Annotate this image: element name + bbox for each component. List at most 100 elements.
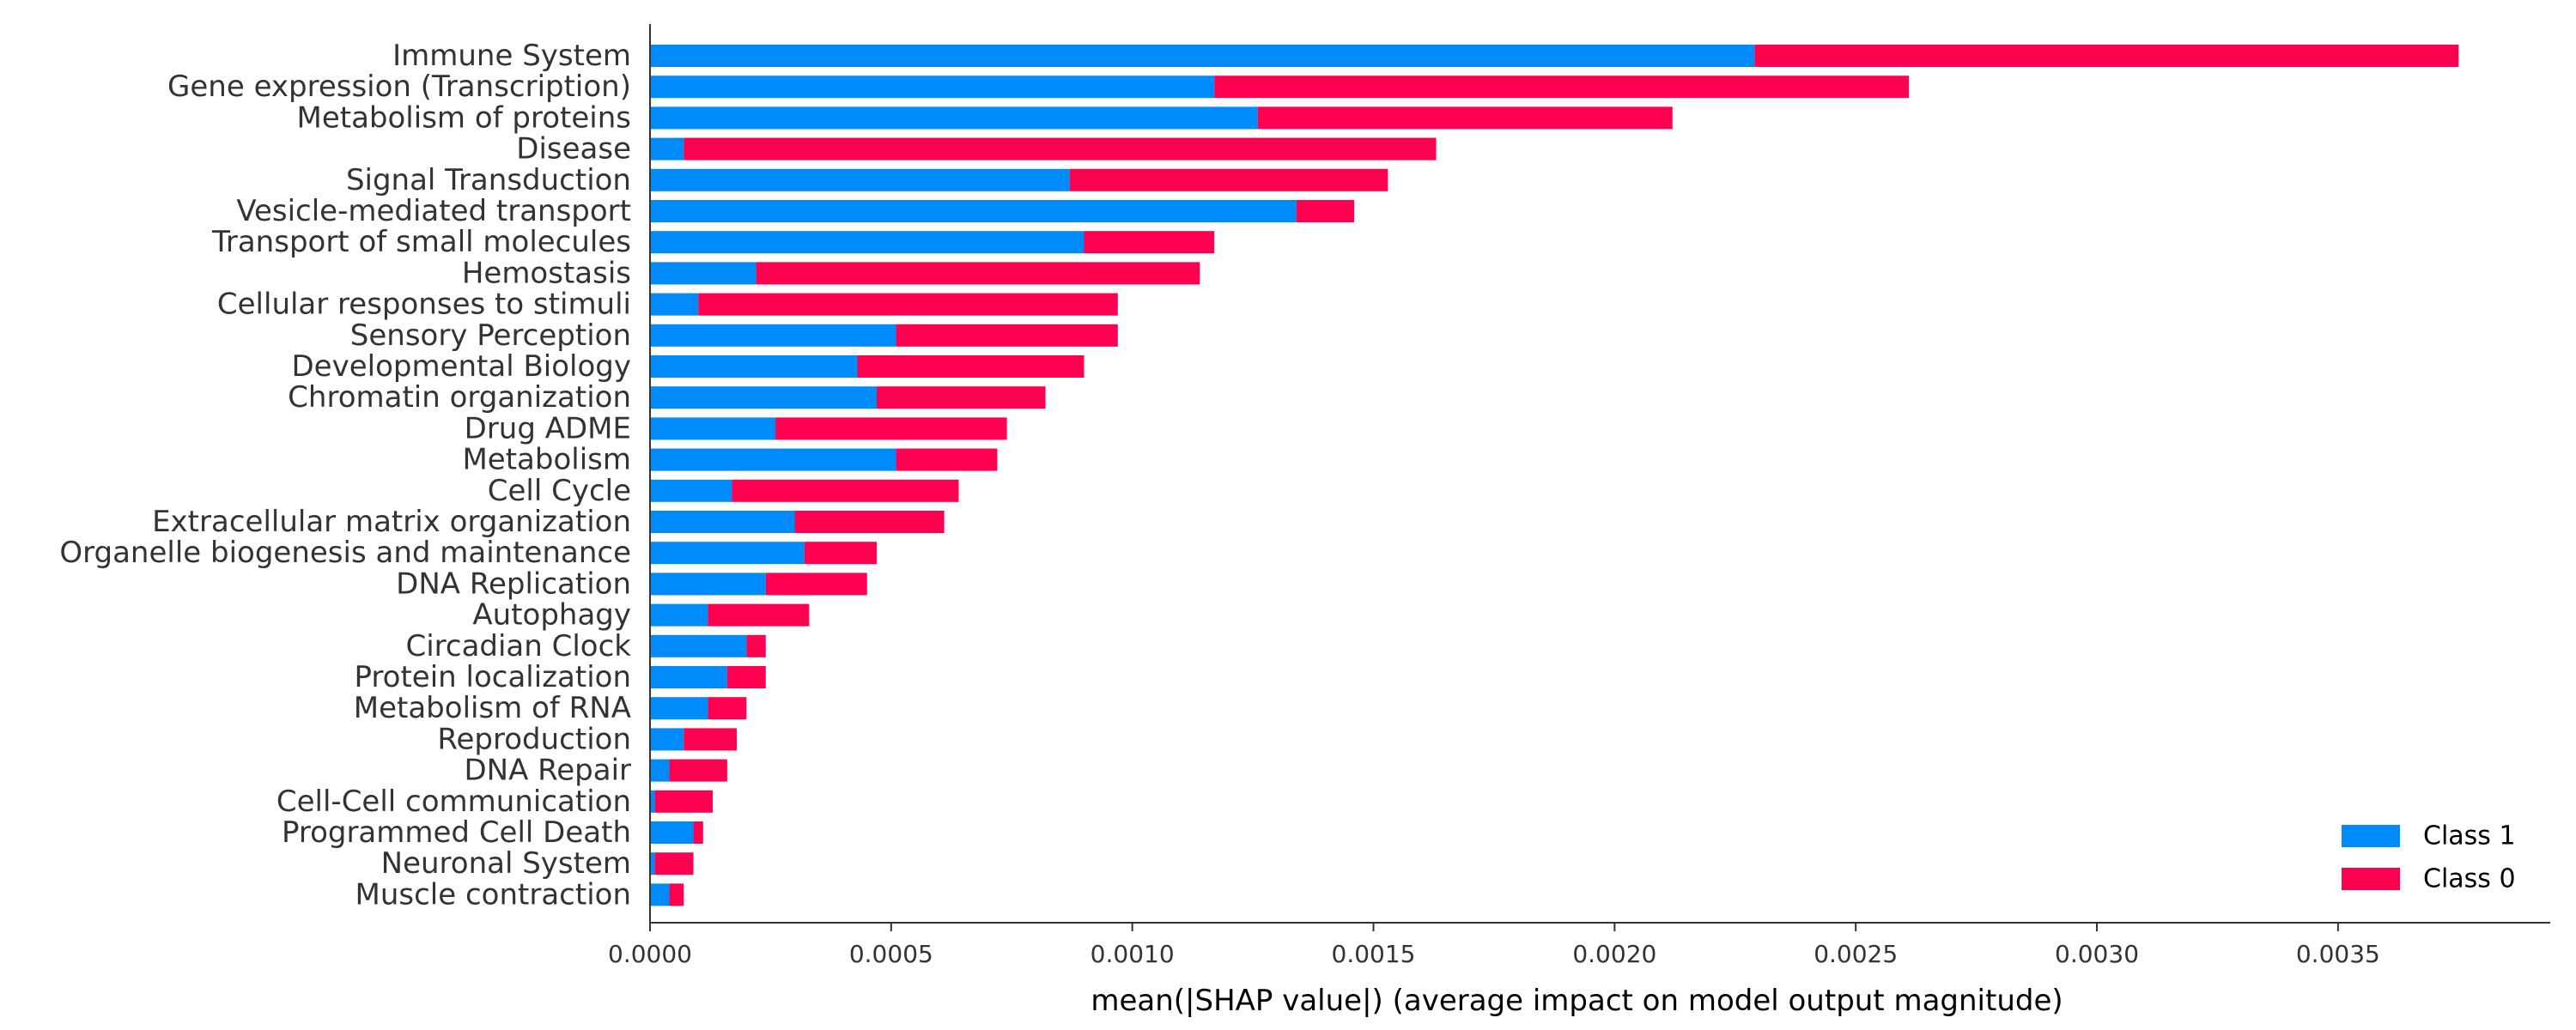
- category-label: Muscle contraction: [355, 877, 631, 912]
- x-tick-label: 0.0005: [849, 940, 933, 968]
- category-label: Drug ADME: [465, 411, 631, 445]
- legend: Class 1 Class 0: [2342, 821, 2516, 894]
- category-label: Hemostasis: [462, 256, 631, 290]
- bar-developmental-biology-class-1: [650, 355, 858, 378]
- bar-signal-transduction-class-1: [650, 168, 1070, 191]
- bar-vesicle-mediated-transport-class-0: [1296, 200, 1355, 222]
- bar-signal-transduction-class-0: [1069, 168, 1388, 191]
- bar-dna-repair-class-0: [669, 759, 727, 782]
- bar-extracellular-matrix-organization-class-1: [650, 511, 795, 533]
- bar-hemostasis-class-0: [756, 262, 1200, 285]
- bar-immune-system-class-0: [1754, 45, 2459, 67]
- category-label: Neuronal System: [381, 846, 631, 881]
- bar-developmental-biology-class-0: [857, 355, 1084, 378]
- category-label: Cell Cycle: [488, 474, 631, 508]
- category-label: Metabolism: [462, 443, 631, 477]
- bar-metabolism-of-rna-class-1: [650, 697, 708, 720]
- bar-cell-cycle-class-1: [650, 479, 732, 502]
- x-tick-label: 0.0030: [2055, 940, 2139, 968]
- bar-drug-adme-class-1: [650, 417, 776, 440]
- bar-metabolism-class-0: [896, 448, 998, 471]
- bar-cell-cell-communication-class-0: [654, 790, 714, 813]
- bar-hemostasis-class-1: [650, 262, 756, 285]
- bar-neuronal-system-class-1: [650, 852, 655, 876]
- category-label: Vesicle-mediated transport: [236, 194, 631, 228]
- category-label: Cell-Cell communication: [276, 785, 631, 819]
- category-label: Developmental Biology: [292, 349, 632, 384]
- x-tick-label: 0.0015: [1332, 940, 1416, 968]
- bar-organelle-biogenesis-and-maintenance-class-0: [804, 542, 877, 565]
- bar-metabolism-of-proteins-class-1: [650, 106, 1258, 130]
- bar-protein-localization-class-1: [650, 666, 727, 688]
- bar-muscle-contraction-class-1: [650, 883, 670, 906]
- bar-immune-system-class-1: [650, 45, 1755, 67]
- category-label: Cellular responses to stimuli: [217, 288, 631, 322]
- bar-reproduction-class-0: [683, 728, 738, 751]
- bars-layer: [650, 45, 2459, 906]
- category-label: Circadian Clock: [405, 629, 631, 663]
- legend-swatch-class-1: [2342, 825, 2400, 847]
- bar-cell-cell-communication-class-1: [650, 790, 655, 813]
- bar-dna-replication-class-0: [765, 573, 867, 596]
- bar-metabolism-class-1: [650, 448, 896, 471]
- bar-programmed-cell-death-class-1: [650, 821, 694, 844]
- category-label: DNA Repair: [464, 754, 631, 788]
- category-label: Disease: [516, 132, 631, 167]
- bar-gene-expression-transcription-class-1: [650, 76, 1215, 99]
- bar-muscle-contraction-class-0: [669, 883, 684, 906]
- x-tick-label: 0.0010: [1091, 940, 1175, 968]
- bar-gene-expression-transcription-class-0: [1214, 76, 1909, 99]
- bar-cell-cycle-class-0: [732, 479, 959, 502]
- bar-transport-of-small-molecules-class-1: [650, 231, 1084, 254]
- category-label: Reproduction: [437, 722, 631, 756]
- bar-organelle-biogenesis-and-maintenance-class-1: [650, 542, 805, 565]
- legend-swatch-class-0: [2342, 868, 2400, 890]
- bar-dna-repair-class-1: [650, 759, 670, 782]
- x-tick-label: 0.0035: [2296, 940, 2380, 968]
- bar-drug-adme-class-0: [775, 417, 1007, 440]
- legend-label-class-0: Class 0: [2423, 864, 2516, 894]
- bar-autophagy-class-0: [708, 603, 810, 627]
- bar-circadian-clock-class-0: [746, 634, 766, 657]
- bar-circadian-clock-class-1: [650, 634, 747, 657]
- bar-extracellular-matrix-organization-class-0: [794, 511, 945, 533]
- x-ticks-layer: 0.0000 0.0005 0.0010 0.0015 0.0020 0.0025 0.00…: [608, 923, 2380, 968]
- x-tick-label: 0.0000: [608, 940, 692, 968]
- bar-chromatin-organization-class-0: [876, 386, 1046, 409]
- bar-cellular-responses-to-stimuli-class-0: [698, 293, 1118, 316]
- x-tick-label: 0.0025: [1814, 940, 1898, 968]
- legend-label-class-1: Class 1: [2423, 821, 2516, 851]
- category-label: Immune System: [392, 39, 631, 73]
- bar-transport-of-small-molecules-class-0: [1084, 231, 1215, 254]
- bar-reproduction-class-1: [650, 728, 684, 751]
- category-label: Sensory Perception: [350, 318, 631, 353]
- category-label: Programmed Cell Death: [282, 815, 631, 850]
- bar-programmed-cell-death-class-0: [693, 821, 703, 844]
- bar-sensory-perception-class-1: [650, 324, 896, 347]
- category-label: Gene expression (Transcription): [167, 70, 631, 104]
- category-label: Protein localization: [355, 660, 631, 694]
- category-label: Chromatin organization: [288, 380, 631, 415]
- category-label: DNA Replication: [396, 566, 631, 601]
- bar-cellular-responses-to-stimuli-class-1: [650, 293, 699, 316]
- bar-vesicle-mediated-transport-class-1: [650, 200, 1297, 222]
- bar-autophagy-class-1: [650, 603, 708, 627]
- category-label: Transport of small molecules: [211, 225, 631, 259]
- category-label: Extracellular matrix organization: [152, 505, 631, 539]
- bar-disease-class-0: [683, 137, 1437, 161]
- category-label: Organelle biogenesis and maintenance: [59, 536, 631, 570]
- bar-disease-class-1: [650, 137, 684, 161]
- bar-protein-localization-class-0: [726, 666, 766, 688]
- bar-chromatin-organization-class-1: [650, 386, 877, 409]
- bar-dna-replication-class-1: [650, 573, 766, 596]
- bar-sensory-perception-class-0: [896, 324, 1118, 347]
- category-label: Autophagy: [472, 598, 631, 633]
- category-label: Metabolism of RNA: [354, 691, 631, 725]
- bar-metabolism-of-rna-class-0: [708, 697, 747, 720]
- bar-neuronal-system-class-0: [654, 852, 694, 876]
- x-tick-label: 0.0020: [1572, 940, 1656, 968]
- category-label: Signal Transduction: [346, 163, 631, 197]
